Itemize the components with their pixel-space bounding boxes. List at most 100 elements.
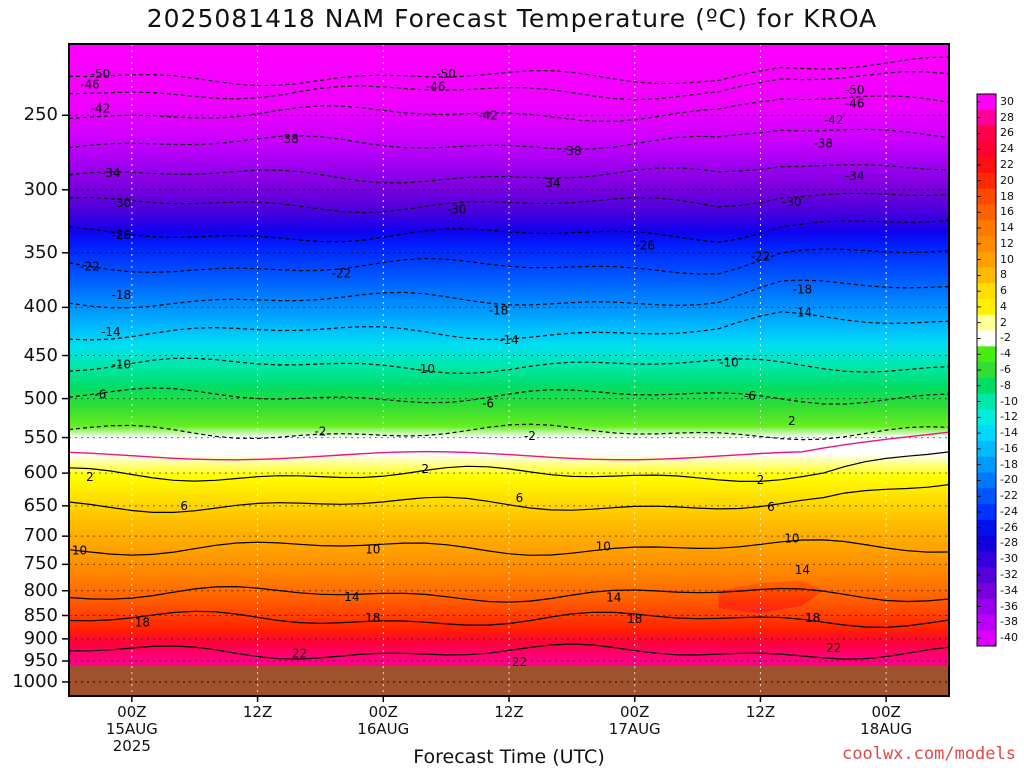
contour-label: -14 bbox=[499, 333, 519, 347]
y-tick-label: 250 bbox=[23, 104, 58, 126]
contour-label: -22 bbox=[332, 266, 352, 280]
y-tick-label: 750 bbox=[23, 553, 58, 575]
contour-label: 10 bbox=[365, 542, 380, 556]
colorbar-label: 16 bbox=[1000, 205, 1014, 219]
contour-label: 18 bbox=[627, 612, 642, 626]
colorbar-swatch bbox=[977, 125, 996, 142]
contour-line--14 bbox=[69, 311, 949, 341]
contour-line--18 bbox=[69, 279, 949, 309]
colorbar-label: -38 bbox=[1000, 615, 1018, 629]
contour-line--10 bbox=[69, 357, 949, 375]
colorbar-label: 22 bbox=[1000, 157, 1014, 171]
contour-label: -46 bbox=[426, 79, 446, 93]
contour-label: -30 bbox=[447, 203, 467, 217]
colorbar-swatch bbox=[977, 346, 996, 363]
contour-line--34 bbox=[69, 164, 949, 184]
contour-line-14 bbox=[69, 585, 949, 603]
x-tick-line: 12Z bbox=[494, 703, 524, 721]
colorbar-swatch bbox=[977, 235, 996, 253]
contour-label: 6 bbox=[767, 500, 775, 514]
y-tick-label: 350 bbox=[23, 241, 58, 263]
colorbar-swatch bbox=[977, 157, 996, 174]
colorbar-swatch bbox=[977, 330, 996, 347]
contour-label: 10 bbox=[784, 531, 799, 545]
colorbar-label: 8 bbox=[1000, 268, 1007, 282]
contour-label: -50 bbox=[91, 67, 111, 81]
contour-line--38 bbox=[69, 128, 949, 150]
freezing-line bbox=[69, 431, 949, 461]
contour-label: 6 bbox=[516, 491, 524, 505]
contour-label: 2 bbox=[757, 473, 765, 487]
colorbar-label: -34 bbox=[1000, 583, 1018, 597]
contour-line--30 bbox=[69, 192, 949, 214]
contour-label: -2 bbox=[314, 425, 326, 439]
x-tick-label: 00Z 18AUG bbox=[846, 704, 926, 738]
colorbar-swatch bbox=[977, 567, 996, 584]
contour-label: -22 bbox=[80, 260, 100, 274]
colorbar-label: -14 bbox=[1000, 426, 1018, 440]
colorbar-label: 14 bbox=[1000, 221, 1014, 235]
colorbar-label: -18 bbox=[1000, 457, 1018, 471]
x-tick-line: 18AUG bbox=[860, 720, 913, 738]
contour-label: -10 bbox=[112, 358, 132, 372]
y-tick-label: 500 bbox=[23, 387, 58, 409]
colorbar-swatch bbox=[977, 614, 996, 631]
x-tick-label: 00Z 17AUG bbox=[595, 704, 675, 738]
contour-label: -38 bbox=[562, 144, 582, 158]
y-tick-label: 300 bbox=[23, 178, 58, 200]
ground-grid-lines bbox=[69, 666, 949, 696]
contour-line--46 bbox=[69, 70, 949, 101]
x-tick-line: 00Z bbox=[620, 703, 650, 721]
chart-title: 2025081418 NAM Forecast Temperature (ºC)… bbox=[146, 4, 878, 33]
source-watermark: coolwx.com/models bbox=[842, 744, 1016, 764]
contour-label: 6 bbox=[180, 499, 188, 513]
colorbar-swatch bbox=[977, 582, 996, 600]
contour-label: -46 bbox=[80, 78, 100, 92]
colorbar-swatch bbox=[977, 251, 996, 268]
x-tick-line: 17AUG bbox=[608, 720, 661, 738]
contour-label: 22 bbox=[512, 655, 527, 669]
contour-label: 2 bbox=[421, 462, 429, 476]
contour-label: -18 bbox=[793, 283, 813, 297]
colorbar-swatch bbox=[977, 440, 996, 458]
contour-label: 22 bbox=[826, 641, 841, 655]
x-tick-line: 00Z bbox=[117, 703, 147, 721]
contour-line--2 bbox=[69, 423, 949, 441]
contour-labels: -50 -50-50-46 -46-46-42 -42 -42-38-38-38-34-… bbox=[72, 67, 865, 669]
x-tick-label: 12Z bbox=[720, 704, 800, 721]
contour-label: -6 bbox=[744, 389, 756, 403]
colorbar-label: 6 bbox=[1000, 284, 1007, 298]
x-tick-label: 12Z bbox=[469, 704, 549, 721]
x-tick-line: 00Z bbox=[368, 703, 398, 721]
y-tick-label: 900 bbox=[23, 627, 58, 649]
x-tick-line: 2025 bbox=[112, 737, 151, 755]
contour-label: -38 bbox=[279, 132, 299, 146]
contour-label: -34 bbox=[541, 176, 561, 190]
colorbar-swatch bbox=[977, 283, 996, 300]
colorbar-label: -36 bbox=[1000, 599, 1018, 613]
colorbar-swatch bbox=[977, 141, 996, 158]
contour-label: 10 bbox=[72, 543, 87, 557]
contour-label: -14 bbox=[101, 325, 121, 339]
contour-label: -42 bbox=[91, 102, 111, 116]
contour-label: 14 bbox=[344, 590, 359, 604]
x-tick-line: 12Z bbox=[745, 703, 776, 721]
colorbar-swatch bbox=[977, 267, 996, 284]
contour-label: -26 bbox=[112, 228, 132, 242]
colorbar-swatch bbox=[977, 109, 996, 127]
contour-line--50 bbox=[69, 56, 949, 87]
y-tick-label: 650 bbox=[23, 494, 58, 516]
contour-label: -10 bbox=[415, 362, 435, 376]
y-tick-label: 450 bbox=[23, 344, 58, 366]
contour-label: -6 bbox=[94, 387, 106, 401]
contour-label: -42 bbox=[824, 113, 844, 127]
x-tick-line: 00Z bbox=[871, 703, 901, 721]
colorbar-label: -30 bbox=[1000, 552, 1018, 566]
contour-line-22 bbox=[69, 643, 949, 660]
colorbar-label: -8 bbox=[1000, 378, 1011, 392]
colorbar-swatch bbox=[977, 535, 996, 552]
colorbar-label: 18 bbox=[1000, 189, 1014, 203]
contour-lines bbox=[69, 56, 949, 660]
colorbar-label: -24 bbox=[1000, 504, 1018, 518]
